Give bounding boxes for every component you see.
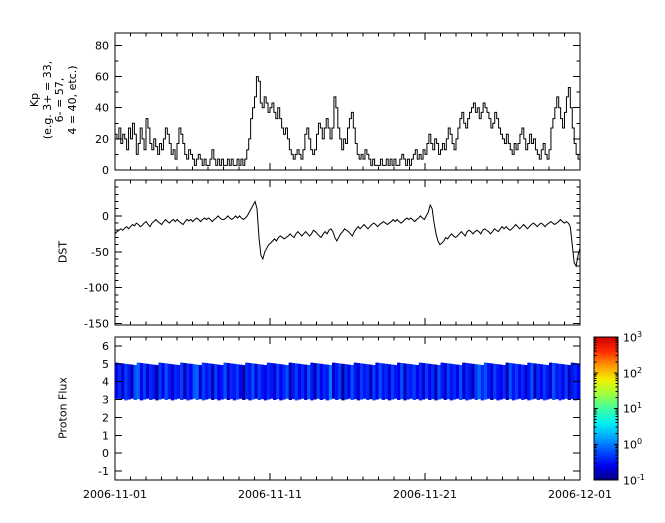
y-tick-label: 20 (95, 133, 109, 146)
kp-axis-label-line3: 6- = 57, (53, 77, 66, 123)
kp-step-line (115, 76, 580, 166)
colorbar-tick-label-1em1: 10-1 (623, 473, 645, 488)
y-tick-label: 4 (102, 376, 109, 389)
x-tick-label-2: 2006-11-11 (238, 488, 302, 501)
colorbar-tick-label-1e2: 102 (623, 366, 643, 381)
kp-axis-label-line1: Kp (28, 92, 41, 108)
kp-axis-label: Kp (e.g. 3+ = 33, 6- = 57, 4 = 40, etc.) (28, 61, 79, 139)
colorbar-tick-label-1e0: 100 (623, 437, 643, 452)
y-tick-label: -1 (98, 465, 109, 478)
x-tick-label-1: 2006-11-01 (83, 488, 147, 501)
colorbar-tick-label-1e3: 103 (623, 330, 643, 345)
y-tick-label: 0 (102, 164, 109, 177)
proton-flux-axis-label: Proton Flux (56, 377, 70, 439)
protonflux-panel: 6 5 4 3 2 1 0 -1 (98, 336, 581, 481)
kp-axis-label-line4: 4 = 40, etc.) (65, 65, 79, 135)
y-tick-label: 1 (102, 429, 109, 442)
dst-line (114, 200, 581, 268)
y-tick-label: -150 (84, 318, 109, 331)
y-tick-label: 2 (102, 411, 109, 424)
y-tick-label: 40 (95, 102, 109, 115)
x-tick-label-3: 2006-11-21 (393, 488, 457, 501)
proton-flux-band (115, 362, 581, 401)
colorbar-tick-label-1e1: 101 (623, 401, 643, 416)
y-tick-label: 0 (102, 210, 109, 223)
y-tick-label: 60 (95, 71, 109, 84)
y-tick-label: -100 (84, 282, 109, 295)
colorbar (593, 336, 619, 481)
y-tick-label: 3 (102, 394, 109, 407)
x-tick-label-4: 2006-12-01 (548, 488, 612, 501)
y-tick-label: 0 (102, 447, 109, 460)
dst-panel: 0 -50 -100 -150 (84, 179, 581, 331)
y-tick-label: 5 (102, 358, 109, 371)
y-tick-label: 6 (102, 340, 109, 353)
y-tick-label: -50 (91, 246, 109, 259)
kp-panel: 0 20 40 60 80 (95, 32, 581, 177)
y-tick-label: 80 (95, 40, 109, 53)
dst-axis-label: DST (56, 240, 70, 264)
